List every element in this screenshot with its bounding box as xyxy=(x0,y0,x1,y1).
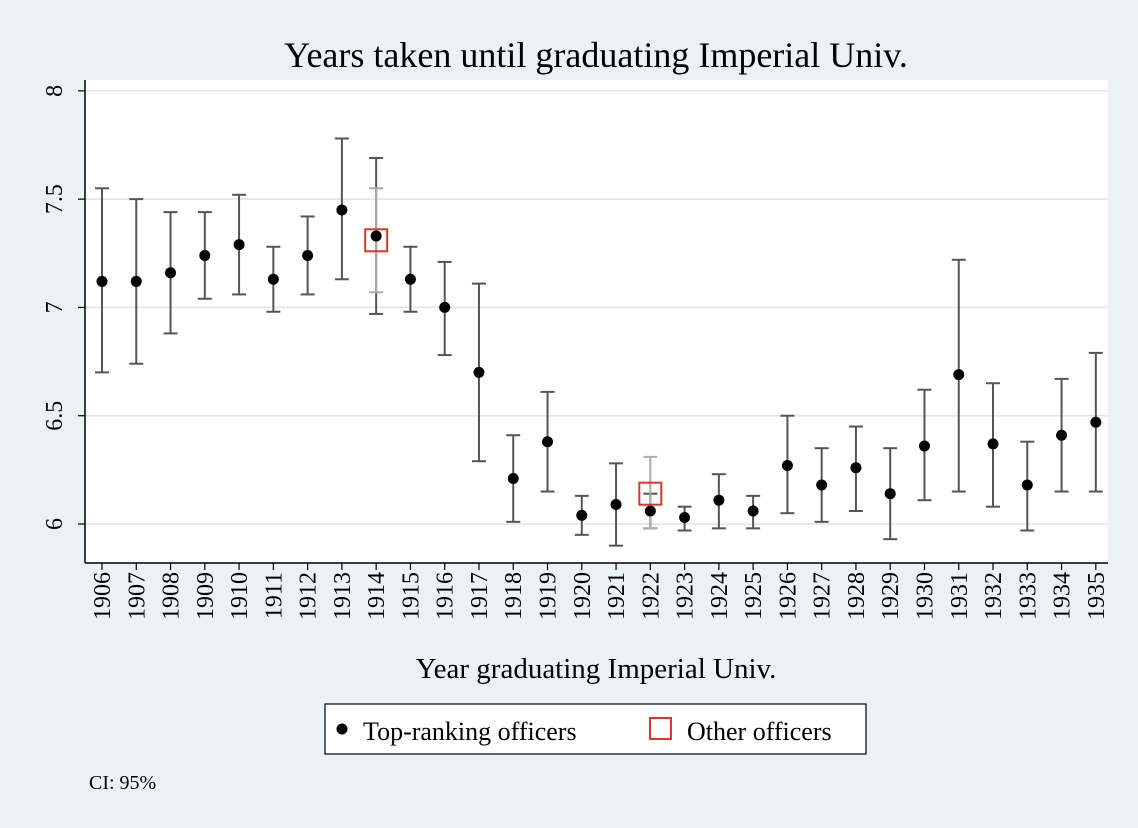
x-tick-label: 1923 xyxy=(673,572,699,620)
x-tick-label: 1907 xyxy=(124,572,150,620)
top-ranking-point xyxy=(747,505,759,517)
x-tick-label: 1935 xyxy=(1084,572,1110,620)
legend-box xyxy=(324,703,867,755)
x-tick-label: 1925 xyxy=(741,572,767,620)
x-tick-label: 1932 xyxy=(981,572,1007,620)
top-ranking-point xyxy=(1090,416,1102,428)
x-tick-label: 1918 xyxy=(501,572,527,620)
other-point xyxy=(638,481,663,506)
x-tick-label: 1917 xyxy=(467,572,493,620)
ci-note: CI: 95% xyxy=(89,772,156,794)
chart-marks xyxy=(95,137,1103,547)
x-axis-title: Year graduating Imperial Univ. xyxy=(416,653,777,685)
x-tick-label: 1926 xyxy=(775,572,801,620)
top-ranking-point xyxy=(336,204,348,216)
x-tick-label: 1914 xyxy=(364,572,390,620)
top-ranking-point xyxy=(644,505,656,517)
top-ranking-point xyxy=(267,273,279,285)
x-tick-label: 1931 xyxy=(947,572,973,620)
x-tick-label: 1912 xyxy=(296,572,322,620)
legend-label-other: Other officers xyxy=(687,717,832,746)
top-ranking-point xyxy=(987,438,999,450)
top-ranking-point xyxy=(130,275,142,287)
x-tick-label: 1910 xyxy=(227,572,253,620)
top-ranking-point xyxy=(679,512,691,524)
chart-title: Years taken until graduating Imperial Un… xyxy=(284,35,908,75)
top-ranking-point xyxy=(507,473,519,485)
top-ranking-point xyxy=(473,366,485,378)
top-ranking-point xyxy=(781,460,793,472)
legend-marker-top-ranking xyxy=(336,723,348,735)
top-ranking-point xyxy=(1056,429,1068,441)
top-ranking-point xyxy=(96,275,108,287)
plot-area xyxy=(85,80,1108,563)
top-ranking-point xyxy=(165,267,177,279)
y-tick-label: 7.5 xyxy=(42,184,68,214)
x-tick-label: 1929 xyxy=(878,572,904,620)
top-ranking-point xyxy=(816,479,828,491)
x-tick-label: 1916 xyxy=(433,572,459,620)
x-tick-label: 1919 xyxy=(536,572,562,620)
top-ranking-point xyxy=(884,488,896,500)
x-tick-label: 1906 xyxy=(90,572,116,620)
x-tick-label: 1915 xyxy=(398,572,424,620)
x-tick-label: 1909 xyxy=(193,572,219,620)
top-ranking-point xyxy=(302,249,314,261)
x-tick-label: 1908 xyxy=(159,572,185,620)
top-ranking-point xyxy=(233,239,245,251)
top-ranking-point xyxy=(713,494,725,506)
y-tick-label: 6 xyxy=(42,518,68,530)
x-tick-label: 1921 xyxy=(604,572,630,620)
legend-marker-other xyxy=(649,717,672,740)
x-tick-label: 1922 xyxy=(638,572,664,620)
y-tick-label: 7 xyxy=(42,301,68,313)
y-tick-label: 6.5 xyxy=(42,401,68,431)
x-tick-label: 1924 xyxy=(707,572,733,620)
x-tick-label: 1920 xyxy=(570,572,596,620)
x-tick-label: 1934 xyxy=(1050,572,1076,620)
top-ranking-point xyxy=(370,230,382,242)
x-tick-label: 1928 xyxy=(844,572,870,620)
x-tick-label: 1913 xyxy=(330,572,356,620)
x-tick-label: 1911 xyxy=(261,572,287,619)
top-ranking-point xyxy=(576,509,588,521)
x-tick-label: 1930 xyxy=(912,572,938,620)
y-tick-label: 8 xyxy=(42,85,68,97)
y-axis-ticks: 6 6.5 7 7.5 8 xyxy=(42,85,85,530)
top-ranking-point xyxy=(850,462,862,474)
grid-lines xyxy=(85,90,1108,525)
legend-label-top-ranking: Top-ranking officers xyxy=(363,717,577,746)
other-point xyxy=(364,228,389,253)
top-ranking-point xyxy=(199,249,211,261)
x-tick-label: 1927 xyxy=(810,572,836,620)
top-ranking-point xyxy=(953,369,965,381)
top-ranking-point xyxy=(610,499,622,511)
top-ranking-point xyxy=(439,301,451,313)
top-ranking-point xyxy=(1021,479,1033,491)
legend: Top-ranking officers Other officers xyxy=(324,703,867,755)
x-axis-ticks: 1906 1907 1908 1909 1910 1911 1912 1913 1914 1915… xyxy=(90,563,1110,620)
top-ranking-point xyxy=(918,440,930,452)
top-ranking-point xyxy=(404,273,416,285)
x-tick-label: 1933 xyxy=(1015,572,1041,620)
top-ranking-point xyxy=(542,436,554,448)
